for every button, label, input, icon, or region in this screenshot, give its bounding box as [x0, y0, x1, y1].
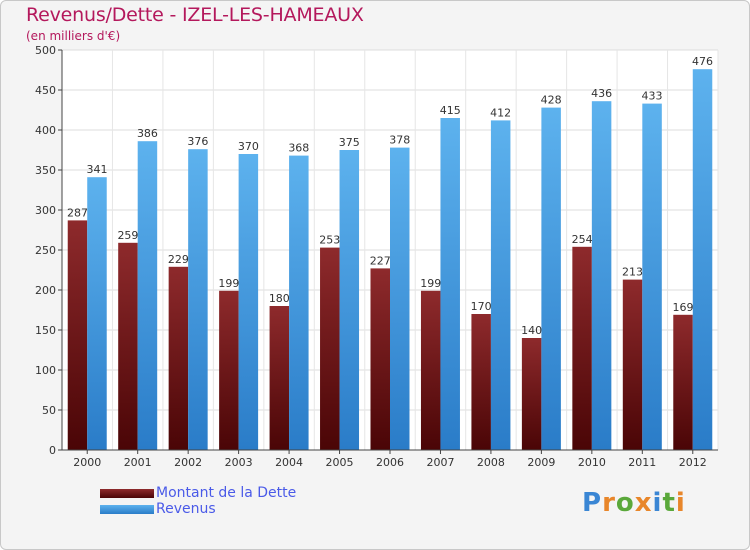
- y-tick-label: 200: [35, 284, 56, 297]
- legend-label-revenus: Revenus: [156, 501, 216, 517]
- data-label-revenus: 375: [339, 136, 360, 149]
- data-label-dette: 169: [673, 301, 694, 314]
- bar-revenus: [440, 118, 460, 450]
- y-tick-label: 350: [35, 164, 56, 177]
- data-label-dette: 199: [218, 277, 239, 290]
- bar-revenus: [541, 107, 561, 450]
- data-label-dette: 287: [67, 206, 88, 219]
- bar-dette: [118, 242, 138, 450]
- bar-revenus: [642, 103, 662, 450]
- x-tick-label: 2006: [376, 456, 404, 469]
- bar-revenus: [390, 147, 410, 450]
- bar-revenus: [137, 141, 158, 450]
- data-label-dette: 254: [572, 233, 593, 246]
- logo-letter: x: [634, 488, 653, 518]
- data-label-revenus: 412: [490, 106, 511, 119]
- x-tick-label: 2007: [426, 456, 454, 469]
- bar-revenus: [87, 177, 107, 450]
- data-label-revenus: 378: [389, 134, 410, 147]
- x-tick-label: 2001: [124, 456, 152, 469]
- bars: [67, 69, 713, 451]
- bar-revenus: [188, 149, 208, 450]
- bar-dette: [673, 314, 693, 450]
- logo-letter: o: [615, 488, 635, 518]
- bar-dette: [572, 246, 592, 450]
- bar-dette: [168, 266, 189, 450]
- bar-dette: [471, 314, 491, 450]
- bar-revenus: [692, 69, 713, 450]
- x-tick-label: 2002: [174, 456, 202, 469]
- x-tick-label: 2009: [527, 456, 555, 469]
- data-label-revenus: 476: [692, 55, 713, 68]
- bar-dette: [420, 290, 441, 450]
- y-tick-label: 250: [35, 244, 56, 257]
- bar-dette: [622, 279, 643, 450]
- data-label-revenus: 368: [288, 142, 309, 155]
- x-tick-label: 2012: [679, 456, 707, 469]
- data-label-dette: 140: [521, 324, 542, 337]
- logo-letter: t: [662, 488, 676, 518]
- chart-title: Revenus/Dette - IZEL-LES-HAMEAUX: [26, 4, 364, 26]
- legend-swatch-revenus: [100, 505, 154, 514]
- bar-dette: [67, 220, 88, 450]
- data-label-revenus: 415: [440, 104, 461, 117]
- data-label-dette: 213: [622, 266, 643, 279]
- bar-revenus: [289, 155, 309, 450]
- y-tick-label: 0: [49, 444, 56, 457]
- y-tick-label: 450: [35, 84, 56, 97]
- data-label-dette: 259: [117, 229, 138, 242]
- data-label-revenus: 428: [541, 94, 562, 107]
- bar-revenus: [591, 101, 612, 450]
- bar-dette: [521, 338, 542, 450]
- logo-letter: P: [582, 488, 603, 518]
- y-tick-label: 100: [35, 364, 56, 377]
- proxiti-logo: Proxiti: [582, 488, 686, 518]
- bar-dette: [219, 290, 239, 450]
- x-tick-label: 2003: [225, 456, 253, 469]
- x-tick-label: 2004: [275, 456, 303, 469]
- data-label-revenus: 386: [137, 127, 158, 140]
- data-label-dette: 229: [168, 253, 189, 266]
- axes: 0 50 100 150 200 250 300 350 400 450 500 2000 2001 20…: [35, 44, 718, 469]
- bar-revenus: [238, 154, 259, 450]
- y-tick-label: 500: [35, 44, 56, 57]
- data-label-revenus: 376: [187, 135, 208, 148]
- x-tick-label: 2000: [73, 456, 101, 469]
- data-label-revenus: 436: [591, 87, 612, 100]
- data-label-revenus: 433: [642, 90, 663, 103]
- data-label-dette: 199: [420, 277, 441, 290]
- y-tick-label: 400: [35, 124, 56, 137]
- y-tick-label: 50: [42, 404, 56, 417]
- y-tick-label: 150: [35, 324, 56, 337]
- data-label-dette: 253: [319, 234, 340, 247]
- chart-subtitle: (en milliers d'€): [26, 29, 121, 43]
- x-tick-label: 2008: [477, 456, 505, 469]
- bar-revenus: [490, 120, 511, 451]
- bar-dette: [370, 268, 390, 450]
- x-tick-label: 2011: [628, 456, 656, 469]
- bar-dette: [269, 306, 290, 450]
- logo-letter: i: [652, 488, 663, 518]
- data-label-dette: 180: [269, 292, 290, 305]
- data-label-dette: 170: [471, 300, 492, 313]
- data-label-dette: 227: [370, 254, 391, 267]
- x-tick-label: 2010: [578, 456, 606, 469]
- legend-label-dette: Montant de la Dette: [156, 485, 297, 501]
- logo-letter: r: [602, 488, 616, 518]
- legend-swatch-dette: [100, 489, 154, 498]
- y-tick-label: 300: [35, 204, 56, 217]
- data-labels: 287 341 259 386 229 376 199 370 180 368 253 375 227 3…: [67, 55, 713, 337]
- data-label-revenus: 341: [86, 163, 107, 176]
- x-tick-label: 2005: [326, 456, 354, 469]
- bar-revenus: [339, 150, 360, 450]
- bar-dette: [320, 247, 340, 450]
- logo-letter: i: [675, 488, 686, 518]
- data-label-revenus: 370: [238, 140, 259, 153]
